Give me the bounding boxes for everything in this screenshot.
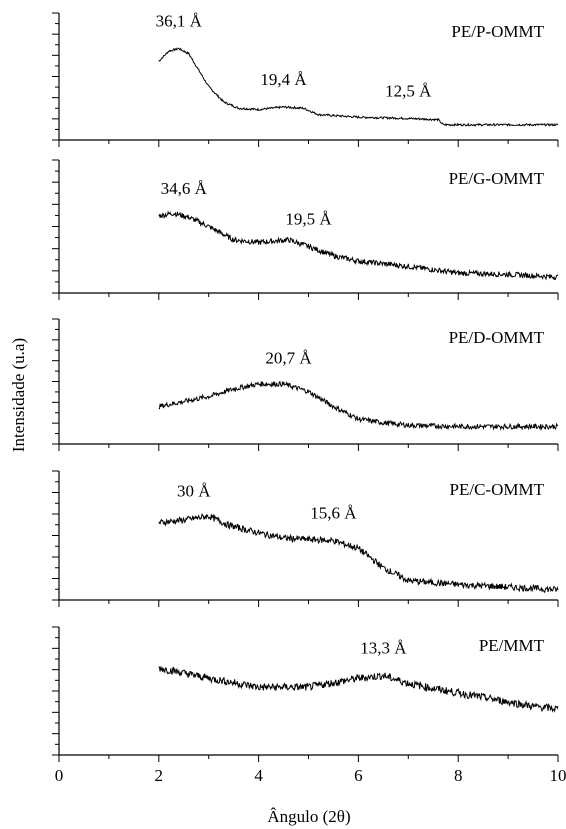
panel-label: PE/D-OMMT <box>449 328 545 347</box>
panel-label: PE/P-OMMT <box>451 22 544 41</box>
peak-annotation: 36,1 Å <box>156 12 203 31</box>
series-line <box>158 513 559 594</box>
panel-label: PE/MMT <box>479 636 545 655</box>
peak-annotation: 19,5 Å <box>285 209 332 228</box>
series-line <box>158 210 559 281</box>
x-tick-label: 2 <box>155 766 164 785</box>
chart-panel: PE/C-OMMT 30 Å 15,6 Å <box>52 470 559 607</box>
y-axis-label: Intensidade (u.a) <box>9 338 28 452</box>
x-tick-label: 6 <box>354 766 363 785</box>
chart-panel: PE/D-OMMT 20,7 Å <box>52 318 559 451</box>
peak-annotation: 15,6 Å <box>310 504 357 523</box>
panel-label: PE/C-OMMT <box>450 480 545 499</box>
x-tick-label: 8 <box>454 766 463 785</box>
x-tick-labels: 0 2 4 6 8 10 <box>55 766 566 785</box>
chart-panel: PE/G-OMMT 34,6 Å 19,5 Å <box>52 159 559 300</box>
series-line <box>158 666 559 713</box>
peak-annotation: 20,7 Å <box>265 349 312 368</box>
x-tick-label: 10 <box>550 766 566 785</box>
panel-label: PE/G-OMMT <box>449 169 545 188</box>
peak-annotation: 19,4 Å <box>260 70 307 89</box>
series-line <box>158 380 559 431</box>
x-axis-label: Ângulo (2θ) <box>267 807 350 826</box>
peak-annotation: 13,3 Å <box>360 639 407 658</box>
chart-panel: PE/MMT 13,3 Å <box>52 626 559 762</box>
peak-annotation: 12,5 Å <box>385 81 432 100</box>
chart-panels: PE/P-OMMT 36,1 Å 19,4 Å 12,5 Å PE/G-OMMT 34,6… <box>52 12 559 762</box>
series-line <box>158 47 559 127</box>
x-tick-label: 0 <box>55 766 64 785</box>
peak-annotation: 30 Å <box>177 481 211 500</box>
chart-panel: PE/P-OMMT 36,1 Å 19,4 Å 12,5 Å <box>52 12 559 147</box>
x-tick-label: 4 <box>254 766 263 785</box>
peak-annotation: 34,6 Å <box>161 179 208 198</box>
